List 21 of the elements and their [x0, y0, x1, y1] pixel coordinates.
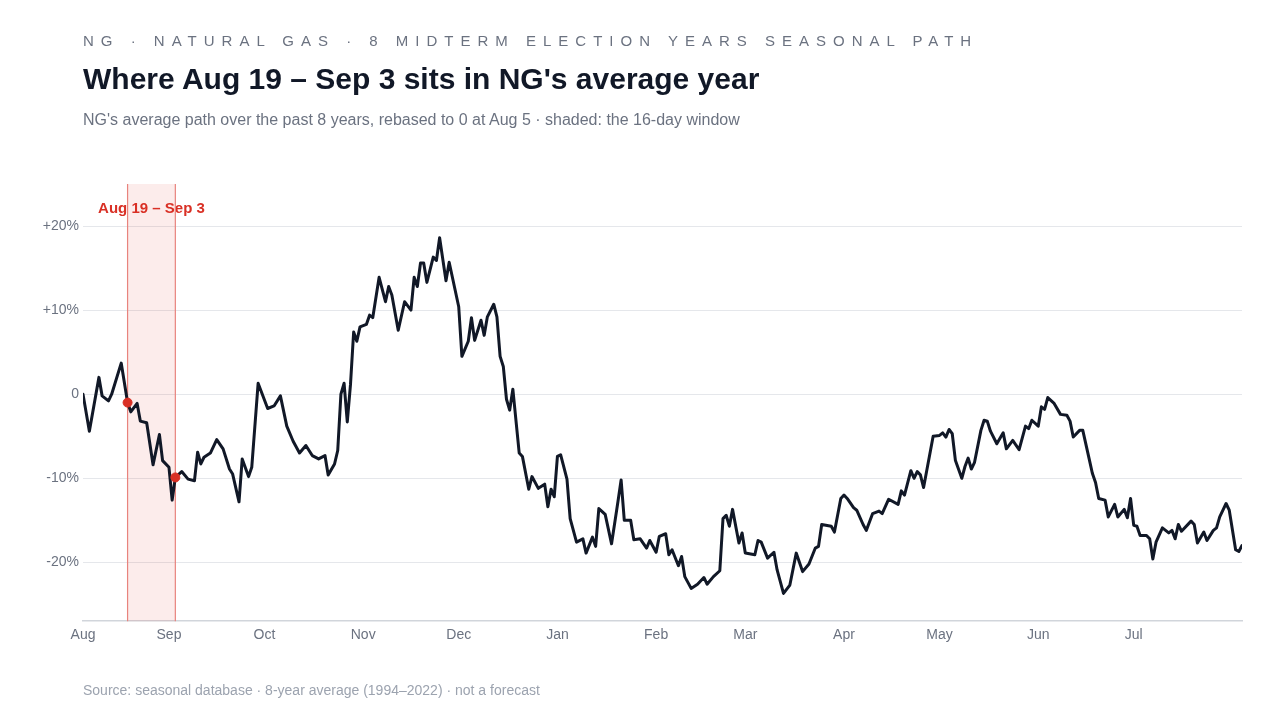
text: NG · NATURAL GAS · 8 MIDTERM ELECTION YEARS SEASONAL PATH — [83, 32, 979, 49]
x-tick-label: Jul — [1124, 626, 1143, 643]
x-tick-label: Jan — [546, 626, 569, 643]
x-tick-label: Feb — [644, 626, 669, 643]
x-tick-label: Aug — [70, 626, 96, 643]
x-tick-label: Nov — [350, 626, 376, 643]
y-tick-label: +10% — [42, 300, 79, 317]
x-tick-label: Mar — [733, 626, 758, 643]
chart-title: Where Aug 19 – Sep 3 sits in NG's average year — [83, 62, 760, 96]
y-tick-label: -10% — [46, 469, 79, 486]
x-tick-label: May — [926, 626, 953, 643]
y-tick-label: -20% — [46, 553, 79, 570]
y-tick-label: +20% — [42, 216, 79, 233]
x-tick-label: Oct — [253, 626, 276, 643]
x-tick-label: Apr — [833, 626, 856, 643]
x-tick-label: Sep — [156, 626, 182, 643]
chart-subtitle: NG's average path over the past 8 years, rebased to 0 at Aug 5 · shaded: the 16-day window — [83, 111, 740, 129]
x-tick-label: Jun — [1026, 626, 1050, 643]
y-tick-label: 0 — [71, 385, 80, 402]
source-note: Source: seasonal database · 8-year average (1994–2022) · not a forecast — [83, 682, 540, 698]
x-tick-label: Dec — [446, 626, 472, 643]
